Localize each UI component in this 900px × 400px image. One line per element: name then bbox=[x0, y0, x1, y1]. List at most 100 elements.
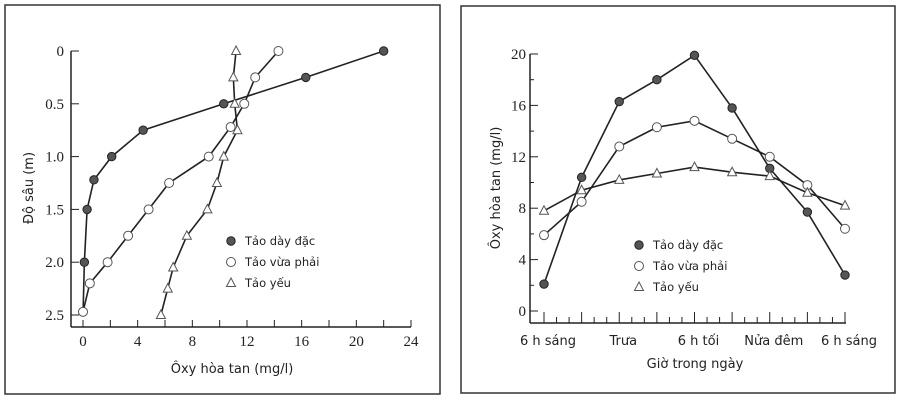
x-tick-label: 4 bbox=[134, 334, 142, 350]
data-point bbox=[164, 178, 175, 188]
data-point bbox=[203, 151, 214, 162]
data-point bbox=[538, 204, 550, 215]
series-line bbox=[543, 119, 846, 236]
data-point bbox=[301, 72, 311, 83]
x-tick-label: 6 h tối bbox=[678, 334, 719, 349]
data-point bbox=[211, 176, 223, 187]
y-tick-label: 2.5 bbox=[45, 308, 64, 324]
x-tick-label: 12 bbox=[240, 334, 255, 350]
data-point bbox=[78, 306, 88, 317]
data-point bbox=[155, 308, 167, 319]
data-point bbox=[102, 257, 113, 268]
x-tick-label: 24 bbox=[404, 334, 420, 350]
data-point bbox=[652, 75, 662, 85]
data-point bbox=[229, 97, 241, 108]
x-tick-label: 6 h sáng bbox=[821, 334, 877, 349]
series-0 bbox=[539, 50, 850, 289]
legend-marker bbox=[226, 257, 236, 267]
data-point bbox=[576, 196, 587, 207]
x-tick-label: Nửa đêm bbox=[744, 334, 803, 349]
x-axis-label: Ôxy hòa tan (mg/l) bbox=[171, 361, 294, 377]
series-line bbox=[82, 50, 280, 313]
data-point bbox=[230, 44, 242, 55]
y-tick-label: 8 bbox=[519, 201, 527, 217]
data-point bbox=[689, 161, 700, 172]
left-panel-frame bbox=[4, 4, 441, 395]
data-point bbox=[273, 46, 284, 56]
data-point bbox=[250, 72, 261, 83]
data-point bbox=[539, 279, 549, 289]
data-point bbox=[764, 170, 776, 181]
x-tick-label: 16 bbox=[294, 334, 310, 350]
data-point bbox=[727, 133, 738, 144]
legend-marker bbox=[634, 261, 644, 271]
legend-label: Tảo dày đặc bbox=[652, 238, 723, 252]
data-point bbox=[228, 71, 239, 82]
data-point bbox=[576, 172, 587, 183]
data-point bbox=[167, 261, 179, 272]
series-1 bbox=[78, 46, 284, 317]
data-point bbox=[143, 204, 154, 215]
x-tick-label: 0 bbox=[79, 334, 87, 350]
data-point bbox=[232, 124, 243, 135]
data-point bbox=[727, 103, 737, 113]
y-tick-label: 1.0 bbox=[45, 150, 64, 166]
data-point bbox=[802, 186, 813, 197]
data-point bbox=[802, 207, 813, 217]
data-point bbox=[79, 257, 90, 267]
data-point bbox=[138, 125, 148, 135]
data-point bbox=[219, 99, 229, 109]
data-point bbox=[614, 141, 625, 152]
y-tick-label: 12 bbox=[511, 150, 526, 166]
legend-label: Tảo yếu bbox=[652, 280, 699, 294]
right-panel-frame bbox=[460, 5, 896, 394]
depth-profile-chart: 0 4 8 12 16 20 24 0 0.5 1.0 1.5 2.0 2.5 Ôxy hòa tan (… bbox=[22, 44, 419, 377]
data-point bbox=[202, 203, 213, 214]
daily-oxygen-chart: 0 4 8 12 16 20 6 h sáng Trưa 6 h tối Nửa đêm 6 h s… bbox=[488, 47, 877, 372]
data-point bbox=[218, 150, 230, 161]
data-point bbox=[84, 278, 95, 289]
x-tick-label: Trưa bbox=[608, 334, 637, 349]
data-point bbox=[239, 98, 250, 109]
series-2 bbox=[155, 44, 243, 319]
data-point bbox=[764, 151, 775, 162]
data-point bbox=[840, 223, 850, 234]
data-point bbox=[181, 229, 193, 240]
legend-marker bbox=[225, 276, 237, 287]
data-point bbox=[651, 122, 662, 133]
y-axis-label: Ôxy hòa tan (mg/l) bbox=[488, 127, 504, 250]
data-point bbox=[378, 46, 389, 56]
y-tick-label: 20 bbox=[511, 47, 526, 63]
data-point bbox=[123, 230, 134, 241]
data-point bbox=[614, 96, 624, 107]
x-tick-label: 6 h sáng bbox=[520, 334, 576, 349]
legend-label: Tảo vừa phải bbox=[652, 259, 727, 273]
legend-label: Tảo vừa phải bbox=[244, 255, 319, 269]
legend-marker bbox=[634, 240, 644, 250]
data-point bbox=[839, 199, 851, 210]
data-point bbox=[840, 270, 850, 280]
data-point bbox=[225, 122, 236, 133]
legend-marker bbox=[633, 280, 645, 291]
data-point bbox=[89, 175, 99, 185]
series-0 bbox=[79, 46, 389, 316]
x-tick-label: 20 bbox=[349, 334, 364, 350]
data-point bbox=[82, 204, 92, 215]
x-tick-label: 8 bbox=[189, 334, 197, 350]
y-tick-label: 1.5 bbox=[45, 202, 64, 218]
data-point bbox=[576, 184, 587, 195]
data-point bbox=[651, 167, 663, 178]
data-point bbox=[726, 166, 738, 177]
series-2 bbox=[538, 161, 851, 215]
x-axis-label: Giờ trong ngày bbox=[647, 357, 744, 372]
data-point bbox=[539, 230, 549, 241]
y-tick-label: 0.5 bbox=[45, 97, 64, 113]
legend-label: Tảo yếu bbox=[244, 276, 291, 290]
y-tick-label: 4 bbox=[519, 253, 527, 269]
data-point bbox=[613, 173, 625, 184]
y-tick-label: 0 bbox=[519, 304, 527, 320]
data-point bbox=[689, 115, 700, 126]
data-point bbox=[107, 151, 117, 162]
y-tick-label: 2.0 bbox=[45, 255, 64, 271]
